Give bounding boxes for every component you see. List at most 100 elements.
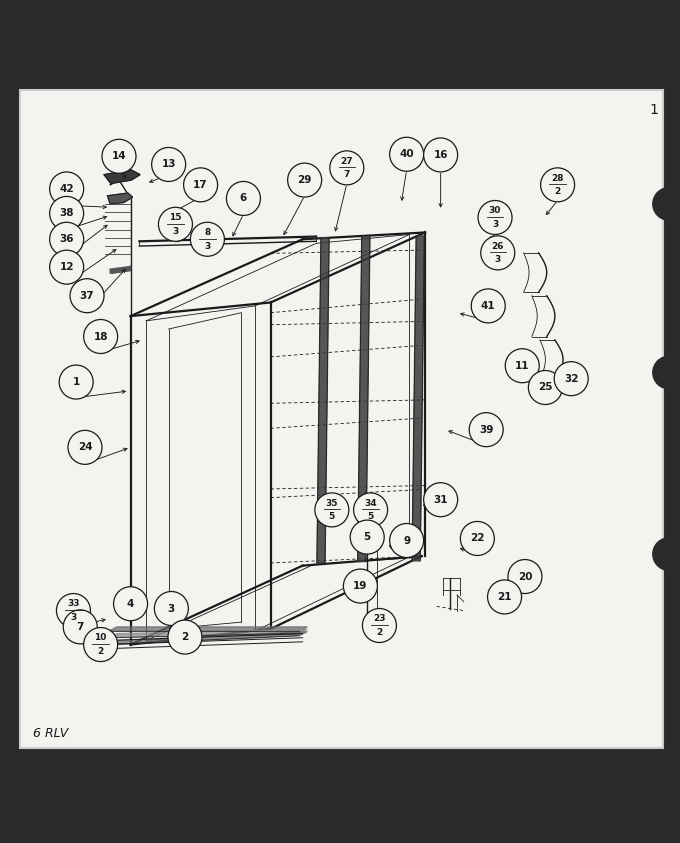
Circle shape — [343, 569, 377, 603]
FancyBboxPatch shape — [20, 89, 663, 748]
Polygon shape — [110, 266, 131, 273]
Text: 4: 4 — [127, 599, 134, 609]
Text: 17: 17 — [193, 180, 208, 190]
Circle shape — [528, 371, 562, 405]
Circle shape — [152, 148, 186, 181]
Text: 31: 31 — [433, 495, 448, 505]
Text: 35: 35 — [326, 498, 338, 507]
Polygon shape — [317, 238, 329, 563]
Text: 2: 2 — [376, 628, 383, 636]
Text: 33: 33 — [67, 599, 80, 609]
Text: 3: 3 — [172, 227, 179, 235]
Text: 20: 20 — [517, 572, 532, 582]
Text: 5: 5 — [367, 513, 374, 521]
Circle shape — [56, 593, 90, 627]
Text: 3: 3 — [204, 242, 211, 250]
Circle shape — [226, 181, 260, 216]
Circle shape — [190, 223, 224, 256]
Circle shape — [505, 349, 539, 383]
Circle shape — [84, 627, 118, 662]
Text: 2: 2 — [97, 647, 104, 656]
Circle shape — [158, 207, 192, 241]
Circle shape — [184, 168, 218, 201]
Text: 3: 3 — [492, 220, 498, 228]
Text: 12: 12 — [59, 262, 74, 272]
Text: 22: 22 — [470, 534, 485, 544]
Text: 6: 6 — [240, 193, 247, 203]
Circle shape — [488, 580, 522, 614]
Text: 5: 5 — [364, 532, 371, 542]
Circle shape — [653, 538, 680, 571]
Circle shape — [508, 560, 542, 593]
Circle shape — [469, 413, 503, 447]
Polygon shape — [109, 629, 307, 638]
Circle shape — [554, 362, 588, 395]
Text: 36: 36 — [59, 234, 74, 244]
Text: 13: 13 — [161, 159, 176, 169]
Circle shape — [50, 196, 84, 230]
Text: 6 RLV: 6 RLV — [33, 727, 68, 740]
Circle shape — [59, 365, 93, 399]
Text: 23: 23 — [373, 615, 386, 623]
Text: 24: 24 — [78, 443, 92, 453]
Text: 26: 26 — [492, 242, 504, 250]
Circle shape — [50, 172, 84, 206]
Text: 1: 1 — [73, 377, 80, 387]
Polygon shape — [104, 170, 140, 184]
Polygon shape — [109, 627, 307, 631]
Circle shape — [471, 289, 505, 323]
Text: 10: 10 — [95, 633, 107, 642]
Circle shape — [350, 520, 384, 554]
Text: 1: 1 — [649, 103, 658, 117]
Text: 7: 7 — [343, 170, 350, 180]
Text: 8: 8 — [204, 228, 211, 237]
Text: 2: 2 — [554, 187, 561, 196]
Circle shape — [84, 319, 118, 353]
Text: 3: 3 — [494, 255, 501, 264]
Circle shape — [68, 430, 102, 464]
Circle shape — [390, 524, 424, 557]
Circle shape — [424, 138, 458, 172]
Text: 19: 19 — [353, 581, 368, 591]
Circle shape — [460, 522, 494, 556]
Text: 41: 41 — [481, 301, 496, 311]
Text: 37: 37 — [80, 291, 95, 301]
Text: 3: 3 — [168, 604, 175, 614]
Circle shape — [354, 493, 388, 527]
Circle shape — [478, 201, 512, 234]
Circle shape — [168, 620, 202, 654]
Text: 39: 39 — [479, 425, 494, 435]
Text: 15: 15 — [169, 213, 182, 222]
Text: 32: 32 — [564, 373, 579, 384]
Circle shape — [50, 250, 84, 284]
Text: 21: 21 — [497, 592, 512, 602]
Circle shape — [114, 587, 148, 620]
Circle shape — [288, 163, 322, 197]
Text: 2: 2 — [182, 632, 188, 642]
Circle shape — [102, 139, 136, 174]
Circle shape — [63, 609, 97, 644]
Circle shape — [653, 357, 680, 389]
Circle shape — [541, 168, 575, 201]
Circle shape — [50, 223, 84, 256]
Text: 38: 38 — [59, 208, 74, 218]
Circle shape — [362, 609, 396, 642]
Text: 16: 16 — [433, 150, 448, 160]
Circle shape — [481, 236, 515, 270]
Text: 42: 42 — [59, 184, 74, 194]
Text: 34: 34 — [364, 498, 377, 507]
Circle shape — [653, 188, 680, 220]
Text: 7: 7 — [77, 622, 84, 632]
Text: 5: 5 — [328, 513, 335, 521]
Text: 14: 14 — [112, 151, 126, 161]
Circle shape — [390, 137, 424, 171]
Text: 29: 29 — [297, 175, 312, 185]
Circle shape — [424, 483, 458, 517]
Circle shape — [154, 592, 188, 626]
Text: 25: 25 — [538, 383, 553, 393]
Circle shape — [330, 151, 364, 185]
Text: 3: 3 — [70, 613, 77, 622]
Text: 30: 30 — [489, 207, 501, 215]
Circle shape — [70, 279, 104, 313]
Text: 9: 9 — [403, 535, 410, 545]
